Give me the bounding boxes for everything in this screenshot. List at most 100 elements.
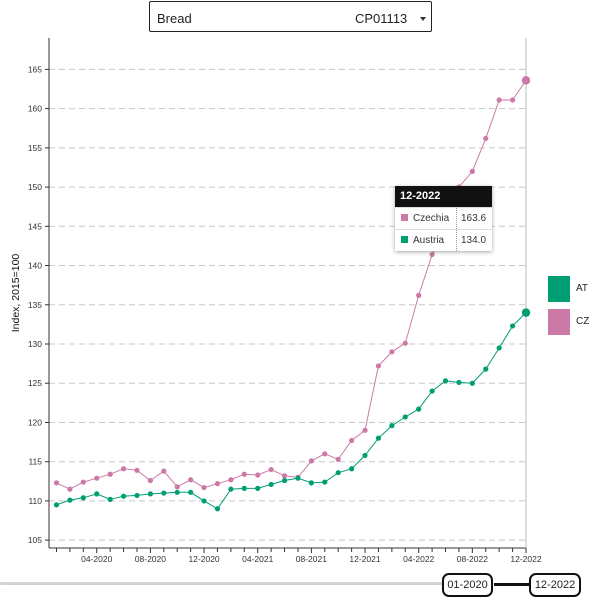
- data-point-at: [134, 492, 140, 499]
- data-point-at: [174, 489, 180, 495]
- data-point-at: [268, 481, 274, 488]
- legend-label-cz: CZ: [576, 316, 589, 327]
- data-point-at: [349, 466, 355, 472]
- data-point-cz: [389, 349, 395, 355]
- data-point-cz: [521, 76, 531, 85]
- czechia-swatch: [401, 214, 408, 221]
- data-point-at: [255, 485, 261, 491]
- slider-start-handle[interactable]: 01-2020: [442, 573, 493, 597]
- data-point-cz: [147, 477, 153, 484]
- tooltip-series-value: 163.6: [456, 208, 490, 229]
- y-tick-label: 120: [28, 417, 42, 427]
- y-tick-label: 150: [28, 182, 42, 192]
- data-point-cz: [483, 135, 489, 142]
- product-name: Bread: [157, 11, 192, 26]
- x-tick-label: 08-2021: [296, 554, 327, 564]
- y-axis-title: Index, 2015=100: [10, 254, 22, 333]
- data-point-cz: [161, 468, 167, 474]
- y-tick-label: 160: [28, 104, 42, 114]
- data-point-at: [214, 506, 221, 512]
- data-point-cz: [349, 437, 355, 444]
- data-point-at: [147, 491, 153, 497]
- time-slider-track[interactable]: [0, 582, 447, 585]
- data-point-at: [228, 486, 234, 492]
- data-point-at: [469, 380, 475, 386]
- data-point-at: [67, 497, 73, 503]
- data-point-at: [416, 406, 422, 412]
- data-point-at: [429, 388, 435, 394]
- data-point-cz: [509, 97, 516, 103]
- series: [53, 76, 531, 512]
- y-tick-label: 110: [28, 496, 42, 506]
- data-point-cz: [416, 292, 422, 298]
- data-point-at: [94, 491, 100, 497]
- data-point-cz: [496, 97, 502, 103]
- y-tick-label: 135: [28, 300, 42, 310]
- data-point-at: [241, 485, 247, 491]
- data-point-cz: [335, 456, 341, 462]
- tooltip-row-czechia: Czechia 163.6: [395, 207, 492, 229]
- data-point-cz: [228, 477, 234, 483]
- data-point-cz: [201, 484, 207, 491]
- data-point-cz: [174, 484, 180, 490]
- data-point-at: [188, 489, 194, 495]
- tooltip-series-name: Austria: [413, 235, 445, 246]
- legend-label-at: AT: [576, 283, 589, 294]
- data-point-at: [442, 378, 449, 384]
- data-point-at: [335, 470, 341, 476]
- time-slider-range: [494, 583, 530, 586]
- tooltip-row-austria: Austria 134.0: [395, 229, 492, 251]
- data-point-at: [281, 477, 288, 484]
- legend-item-at[interactable]: [548, 276, 570, 302]
- data-point-cz: [281, 473, 288, 479]
- data-point-at: [509, 323, 516, 329]
- data-point-cz: [94, 475, 100, 481]
- data-point-cz: [469, 168, 475, 174]
- data-point-at: [521, 308, 531, 317]
- tooltip-date: 12-2022: [395, 186, 492, 207]
- y-tick-label: 165: [28, 64, 42, 74]
- data-point-at: [107, 496, 113, 502]
- axes: 105 110 115 120 125 130 135 140 145 150 155 160 165 0…: [28, 38, 542, 564]
- slider-end-handle[interactable]: 12-2022: [529, 573, 581, 597]
- data-point-at: [120, 493, 127, 499]
- data-point-cz: [134, 467, 140, 473]
- legend-item-cz[interactable]: [548, 309, 570, 335]
- y-tick-label: 115: [28, 457, 42, 467]
- y-tick-label: 155: [28, 143, 42, 153]
- chevron-down-icon[interactable]: [420, 17, 426, 21]
- data-point-cz: [53, 480, 60, 486]
- y-tick-label: 130: [28, 339, 42, 349]
- data-point-cz: [402, 340, 408, 346]
- y-tick-label: 140: [28, 261, 42, 271]
- x-tick-label: 12-2020: [188, 554, 219, 564]
- data-point-cz: [429, 251, 435, 258]
- austria-swatch: [401, 236, 408, 243]
- x-tick-label: 04-2021: [242, 554, 273, 564]
- x-tick-label: 04-2022: [403, 554, 434, 564]
- data-point-at: [80, 495, 86, 501]
- data-point-cz: [214, 481, 221, 487]
- data-point-cz: [308, 458, 314, 464]
- y-tick-label: 125: [28, 378, 42, 388]
- y-tick-label: 105: [28, 535, 42, 545]
- data-point-at: [375, 435, 382, 441]
- x-tick-label: 12-2022: [510, 554, 541, 564]
- data-point-cz: [362, 427, 368, 433]
- x-tick-label: 08-2020: [135, 554, 166, 564]
- data-point-at: [456, 379, 462, 386]
- data-point-at: [322, 479, 328, 485]
- data-point-at: [483, 366, 489, 372]
- data-point-cz: [255, 472, 261, 478]
- data-point-cz: [268, 466, 274, 473]
- product-select[interactable]: Bread CP01113: [149, 1, 432, 32]
- tooltip-series-value: 134.0: [456, 230, 490, 251]
- y-tick-label: 145: [28, 221, 42, 231]
- data-point-cz: [80, 479, 86, 485]
- data-point-at: [389, 423, 395, 429]
- data-point-at: [201, 498, 207, 504]
- data-point-at: [308, 480, 314, 486]
- data-point-at: [295, 475, 301, 481]
- data-tooltip: 12-2022 Czechia 163.6 Austria 134.0: [395, 186, 492, 251]
